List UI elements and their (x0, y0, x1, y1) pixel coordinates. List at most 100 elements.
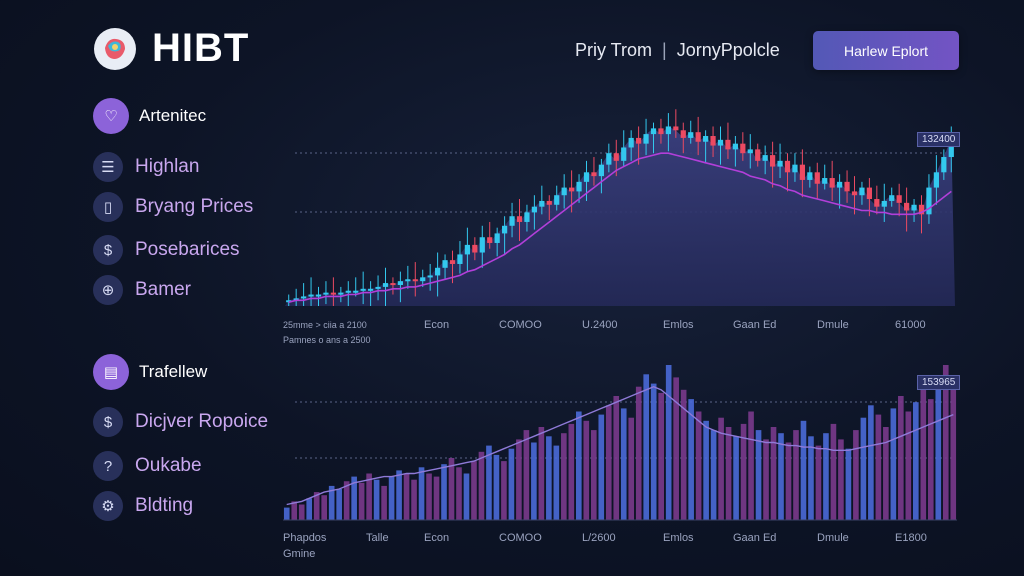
candle (598, 164, 604, 177)
candle (725, 139, 731, 150)
candle (375, 286, 381, 289)
volume-bar (673, 377, 679, 520)
x-tick-label: Econ (424, 319, 450, 331)
candle (286, 300, 292, 303)
sidebar-item-6[interactable]: ? Oukabe (93, 451, 202, 481)
candle (665, 126, 671, 135)
volume-bar (403, 473, 410, 520)
sidebar-section-2[interactable]: ▤ Trafellew (93, 354, 207, 390)
x-tick-label: Gaan Ed (733, 532, 777, 544)
volume-bar (411, 479, 417, 520)
candle (330, 292, 336, 295)
candle (636, 137, 642, 144)
volume-bar (373, 479, 380, 520)
nav-link-2[interactable]: JornyPpolcle (676, 40, 780, 60)
cta-button[interactable]: Harlew Eplort (813, 31, 959, 70)
sidebar-item-1[interactable]: ☰ Highlan (93, 152, 199, 182)
candle (353, 290, 359, 293)
volume-bar (860, 417, 867, 520)
volume-bar (336, 489, 342, 520)
candle (740, 143, 746, 154)
x-tick-label: U.2400 (582, 319, 618, 331)
price-tag: 153965 (917, 375, 961, 390)
trend-line (286, 385, 954, 506)
volume-bar (343, 481, 350, 520)
candle (487, 237, 493, 243)
question-icon: ? (93, 451, 123, 481)
candle (770, 155, 776, 167)
x-tick-label: Dmule (817, 532, 849, 544)
candle (509, 216, 515, 226)
candle (650, 128, 657, 135)
candle (360, 288, 366, 291)
dollar-icon: $ (93, 407, 123, 437)
legend-line-1: 25mme > ciia a 2100 (283, 320, 367, 330)
sidebar-item-7[interactable]: ⚙ Bldting (93, 491, 193, 521)
sidebar-item-3-label: Posebarices (135, 239, 240, 260)
candle (926, 187, 932, 215)
volume-bar (838, 439, 844, 520)
volume-bar (508, 448, 515, 520)
candle (658, 128, 664, 135)
brand-logo[interactable]: HIBT (94, 26, 249, 71)
candle (881, 200, 887, 207)
sidebar-section-1[interactable]: ♡ Artenitec (93, 98, 206, 134)
volume-bar (665, 365, 672, 520)
volume-bar (291, 501, 298, 520)
nav-link-1[interactable]: Priy Trom (575, 40, 653, 60)
candle (874, 199, 880, 207)
candle (777, 160, 783, 167)
price-area (285, 126, 955, 306)
volume-bar (688, 399, 694, 520)
candle (554, 195, 560, 205)
chart-icon: ▤ (93, 354, 129, 390)
candle (479, 237, 485, 253)
dollar-icon: $ (93, 235, 123, 265)
candle (829, 178, 835, 188)
volume-bar (328, 485, 335, 520)
heart-icon: ♡ (93, 98, 129, 134)
candle (628, 137, 634, 148)
x-tick-label: E1800 (895, 532, 927, 544)
volume-bar (501, 461, 507, 520)
candle (822, 178, 828, 184)
candle (680, 130, 686, 138)
volume-bar (883, 427, 889, 520)
volume-bar (523, 430, 530, 520)
candle (397, 281, 403, 285)
volume-bar (890, 408, 897, 520)
nav-separator: | (662, 40, 667, 60)
candle (412, 279, 418, 282)
sidebar-item-2-label: Bryang Prices (135, 196, 254, 217)
candle (583, 172, 590, 182)
candle (844, 181, 850, 192)
volume-bar (875, 414, 882, 520)
sidebar-item-5[interactable]: $ Dicjver Ropoice (93, 407, 268, 437)
sidebar-item-4[interactable]: ⊕ Bamer (93, 275, 191, 305)
candle (606, 153, 612, 165)
volume-bar (905, 411, 912, 520)
x-tick-label: COMOO (499, 319, 542, 331)
volume-bar (680, 389, 687, 520)
volume-bar (388, 476, 395, 520)
sidebar-item-3[interactable]: $ Posebarices (93, 235, 240, 265)
volume-bar (853, 430, 859, 520)
candle (308, 294, 314, 297)
volume-bar (531, 442, 537, 520)
volume-bar (396, 470, 402, 520)
volume-bar (590, 430, 597, 520)
candle (807, 172, 813, 180)
volume-bar (613, 396, 620, 520)
candle (896, 195, 902, 203)
candle (918, 204, 925, 215)
candle (464, 244, 470, 255)
candle (673, 126, 679, 131)
candle (747, 149, 753, 154)
volume-bar (463, 473, 470, 520)
volume-bar (763, 439, 769, 520)
volume-bar (553, 445, 560, 520)
phone-icon: ▯ (93, 192, 123, 222)
sidebar-item-7-label: Bldting (135, 495, 194, 516)
sidebar-item-2[interactable]: ▯ Bryang Prices (93, 192, 253, 222)
candle (390, 283, 396, 286)
